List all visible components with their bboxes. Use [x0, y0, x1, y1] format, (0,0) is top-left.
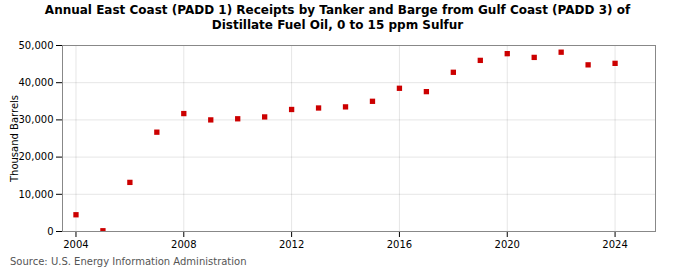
svg-text:40,000: 40,000 — [19, 77, 54, 88]
html-text:Annual East Coast (PADD 1) Rec: Annual East Coast (PADD 1) Receipts by T… — [44, 3, 631, 32]
svg-text:Thousand Barrels: Thousand Barrels — [9, 95, 20, 183]
svg-text:2020: 2020 — [495, 239, 520, 250]
svg-text:0: 0 — [47, 226, 53, 237]
html-text:Source: U.S. Energy Informatio: Source: U.S. Energy Information Administ… — [10, 256, 247, 267]
svg-text:2004: 2004 — [63, 239, 88, 250]
svg-text:2024: 2024 — [602, 239, 627, 250]
svg-text:20,000: 20,000 — [19, 151, 54, 162]
svg-text:2012: 2012 — [279, 239, 304, 250]
svg-text:2016: 2016 — [387, 239, 412, 250]
svg-text:30,000: 30,000 — [19, 114, 54, 125]
svg-text:10,000: 10,000 — [19, 189, 54, 200]
svg-text:50,000: 50,000 — [19, 40, 54, 51]
svg-text:2008: 2008 — [171, 239, 196, 250]
